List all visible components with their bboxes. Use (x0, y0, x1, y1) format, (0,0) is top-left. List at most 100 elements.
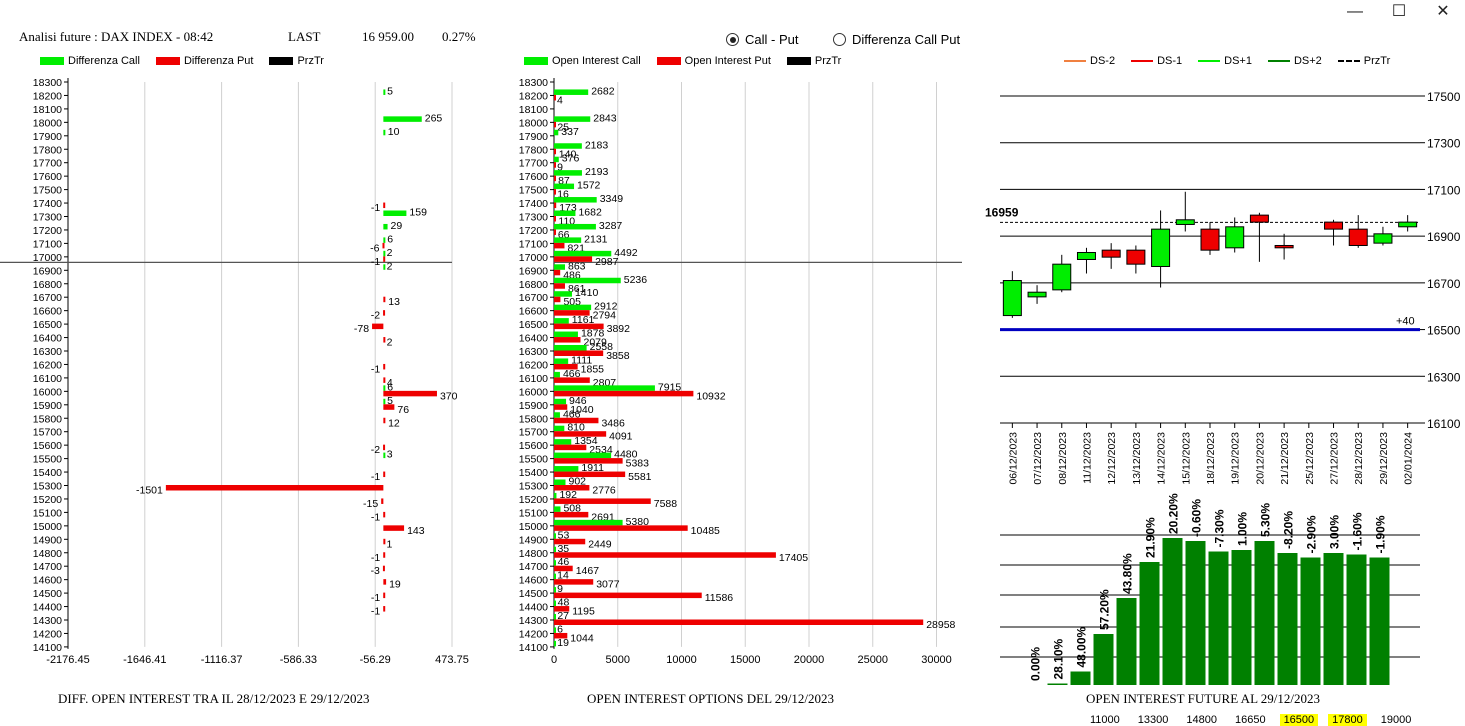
call-value-label: 1161 (572, 314, 595, 326)
x-tick-label: 15000 (730, 654, 761, 666)
candle-body (1324, 221, 1344, 230)
oi-future-bar (1185, 541, 1206, 685)
strike-label: 14900 (519, 534, 548, 546)
page-title: Analisi future : DAX INDEX - 08:42 (19, 29, 214, 44)
future-strip: 11000 13300 14800 16650 16500 17800 1900… (1086, 714, 1425, 726)
call-bar (554, 533, 556, 539)
date-label: 15/12/2023 (1180, 432, 1192, 485)
minimize-button[interactable]: — (1347, 3, 1363, 20)
call-value-label: 2682 (591, 85, 615, 97)
legend-label: DS+2 (1293, 55, 1322, 67)
strike-label: 17500 (33, 185, 62, 197)
put-value-label: 17405 (779, 552, 808, 564)
legend-line-red (1131, 60, 1154, 62)
call-value-label: 7915 (658, 381, 682, 393)
put-bar (383, 579, 387, 585)
candlestick-chart: 17500 17300 17100 16900 16700 16500 16300 16100… (985, 90, 1461, 485)
legend-line-orange (1064, 60, 1086, 62)
maximize-button[interactable]: ☐ (1391, 3, 1407, 20)
put-bar (383, 296, 386, 303)
strike-label: 14300 (519, 615, 548, 627)
put-value-label: 16 (557, 189, 569, 201)
put-bar (554, 296, 561, 303)
call-value-label: 2 (387, 260, 393, 272)
put-value-label: 5383 (626, 458, 650, 470)
call-value-label: 3 (387, 449, 393, 461)
call-bar (554, 492, 557, 499)
date-label: 28/12/2023 (1353, 432, 1365, 485)
left-legend: Differenza Call Differenza Put PrzTr (40, 55, 340, 67)
strike-label: 16100 (519, 373, 548, 385)
call-bar (554, 479, 566, 485)
call-value-label: 5380 (626, 516, 650, 528)
put-bar (554, 592, 702, 599)
put-bar (383, 310, 386, 316)
put-bar (554, 189, 556, 195)
close-button[interactable]: ✕ (1436, 3, 1450, 20)
strike-label: 14200 (33, 628, 62, 640)
strike-label: 16200 (33, 359, 62, 371)
put-bar (554, 632, 568, 639)
strike-label: 17100 (519, 238, 548, 250)
candle-body (1076, 251, 1096, 261)
candle-body (1052, 263, 1072, 291)
strike-label: 15500 (519, 454, 548, 466)
put-bar (554, 202, 557, 209)
call-value-label: 1911 (581, 462, 604, 474)
strike-label: 17000 (33, 252, 62, 264)
oi-future-value-label: 28.10% (1052, 638, 1066, 679)
strike-label: 15900 (519, 400, 548, 412)
call-value-label: 810 (567, 422, 585, 434)
call-bar (554, 223, 596, 230)
date-label: 20/12/2023 (1254, 432, 1266, 485)
candle-body (1249, 214, 1269, 223)
y-tick-label: 16100 (1427, 417, 1461, 431)
put-bar (383, 202, 386, 209)
put-bar (554, 269, 561, 276)
call-bar (554, 358, 569, 364)
put-value-label: 10932 (696, 390, 725, 402)
put-value-label: 2449 (588, 538, 612, 550)
strike-label: 16400 (33, 333, 62, 345)
date-label: 12/12/2023 (1106, 432, 1118, 485)
put-value-label: 9 (557, 162, 563, 174)
oi-future-value-label: 20.20% (1167, 493, 1181, 534)
legend-label: PrzTr (297, 55, 324, 67)
y-tick-label: 17500 (1427, 90, 1461, 104)
call-bar (383, 385, 386, 391)
call-value-label: 5 (387, 85, 393, 97)
call-bar (554, 371, 560, 378)
future-strip-item: 17800 (1328, 714, 1367, 726)
call-bar (554, 250, 612, 257)
legend-label: PrzTr (814, 55, 842, 67)
strike-label: 17200 (33, 225, 62, 237)
oi-future-bar (1070, 671, 1091, 685)
put-bar (554, 229, 556, 235)
radio-call-put[interactable]: Call - Put (726, 32, 798, 47)
put-value-label: 2794 (593, 310, 617, 322)
strike-label: 14600 (519, 575, 548, 587)
strike-label: 16700 (33, 292, 62, 304)
put-bar (383, 471, 386, 478)
put-value-label: -1 (371, 363, 380, 375)
strike-label: 16200 (519, 359, 548, 371)
strike-label: 14300 (33, 615, 62, 627)
put-bar (554, 94, 556, 101)
strike-label: 15700 (519, 427, 548, 439)
call-value-label: 192 (559, 489, 577, 501)
candle-body (1373, 233, 1393, 244)
put-bar (554, 619, 924, 625)
put-bar (554, 417, 599, 424)
oi-future-bar (1162, 538, 1183, 685)
strike-label: 15200 (519, 494, 548, 506)
put-value-label: 11586 (705, 592, 734, 604)
call-bar (554, 425, 565, 432)
put-bar (554, 363, 578, 370)
call-bar (554, 197, 597, 203)
put-bar (554, 552, 776, 558)
put-bar (554, 579, 594, 585)
strike-label: 15300 (33, 481, 62, 493)
strike-label: 16100 (33, 373, 62, 385)
strike-label: 17500 (519, 185, 548, 197)
radio-differenza[interactable]: Differenza Call Put (833, 32, 960, 47)
